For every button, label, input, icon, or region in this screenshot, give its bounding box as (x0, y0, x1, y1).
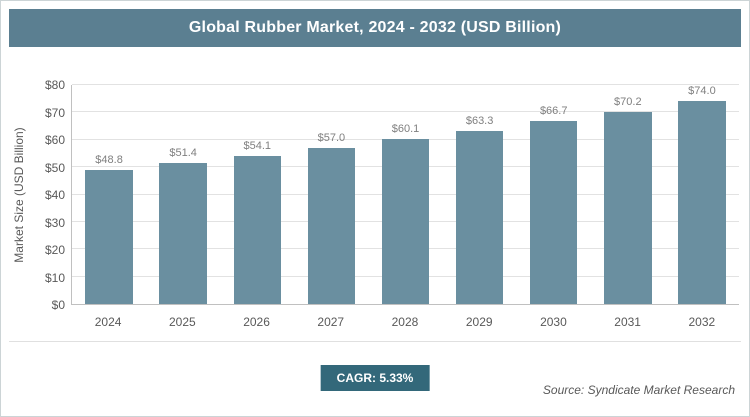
bar-column: $60.1 (368, 85, 442, 304)
x-tick-label: 2025 (168, 315, 196, 329)
x-tick-label: 2031 (614, 315, 641, 329)
bar-value-label: $48.8 (95, 154, 123, 167)
y-tick-label: $50 (44, 160, 65, 175)
y-tick-label: $30 (44, 215, 65, 230)
bar-column: $74.0 (665, 85, 739, 304)
bar-column: $51.4 (146, 85, 220, 304)
bar-value-label: $51.4 (169, 147, 197, 160)
y-tick-label: $80 (44, 78, 65, 92)
bar-column: $48.8 (72, 85, 146, 304)
x-tick-label: 2028 (391, 315, 419, 329)
bar (85, 170, 133, 304)
x-axis-ticks: 2024 2025 2026 2027 2028 2029 2030 2031 2032 (71, 305, 739, 335)
bar-value-label: $54.1 (243, 139, 272, 152)
y-tick-label: $10 (44, 270, 65, 285)
gridline (72, 111, 739, 113)
plot-area: $48.8 $51.4 $54.1 $57.0 $60.1 $63.3 $66.7 $70.2… (71, 84, 739, 305)
y-tick-label: $0 (51, 298, 65, 312)
x-tick-label: 2029 (465, 315, 493, 329)
bar-value-label: $70.2 (614, 95, 642, 108)
x-tick-label: 2024 (94, 315, 122, 329)
bar-column: $63.3 (443, 85, 517, 304)
x-tick-label: 2026 (243, 315, 270, 329)
bar-value-label: $57.0 (317, 131, 346, 144)
bar-value-label: $66.7 (539, 105, 568, 118)
y-axis-label: Market Size (USD Billion) (12, 127, 26, 263)
bar-column: $54.1 (220, 85, 294, 304)
bar (455, 130, 504, 304)
y-tick-label: $40 (44, 188, 65, 202)
bar-column: $57.0 (294, 85, 368, 304)
bar-value-label: $74.0 (688, 85, 716, 98)
bar (604, 111, 652, 304)
x-tick-label: 2032 (688, 315, 716, 329)
divider (9, 341, 741, 342)
y-tick-label: $20 (44, 243, 65, 257)
y-axis-ticks: $0 $10 $20 $30 $40 $50 $60 $70 $80 (29, 78, 71, 312)
bar (233, 155, 281, 304)
source-text: Source: Syndicate Market Research (542, 383, 735, 397)
y-axis: Market Size (USD Billion) (9, 85, 29, 305)
chart-title: Global Rubber Market, 2024 - 2032 (USD B… (9, 9, 741, 47)
bar (678, 101, 726, 304)
bar (307, 147, 356, 304)
cagr-badge: CAGR: 5.33% (320, 365, 430, 391)
bar-value-label: $60.1 (391, 123, 420, 136)
y-tick-label: $60 (44, 133, 65, 147)
gridline (72, 138, 739, 140)
x-tick-label: 2027 (317, 315, 345, 329)
bar (530, 121, 578, 304)
bar-chart: Market Size (USD Billion) $0 $10 $20 $30 $40… (9, 78, 739, 335)
y-tick-label: $70 (44, 105, 65, 120)
bar (381, 139, 430, 304)
bar-column: $70.2 (591, 85, 665, 304)
bar (159, 163, 207, 304)
bar-value-label: $63.3 (465, 114, 494, 127)
bar-column: $66.7 (517, 85, 591, 304)
gridline (72, 84, 739, 85)
x-tick-label: 2030 (540, 315, 567, 329)
